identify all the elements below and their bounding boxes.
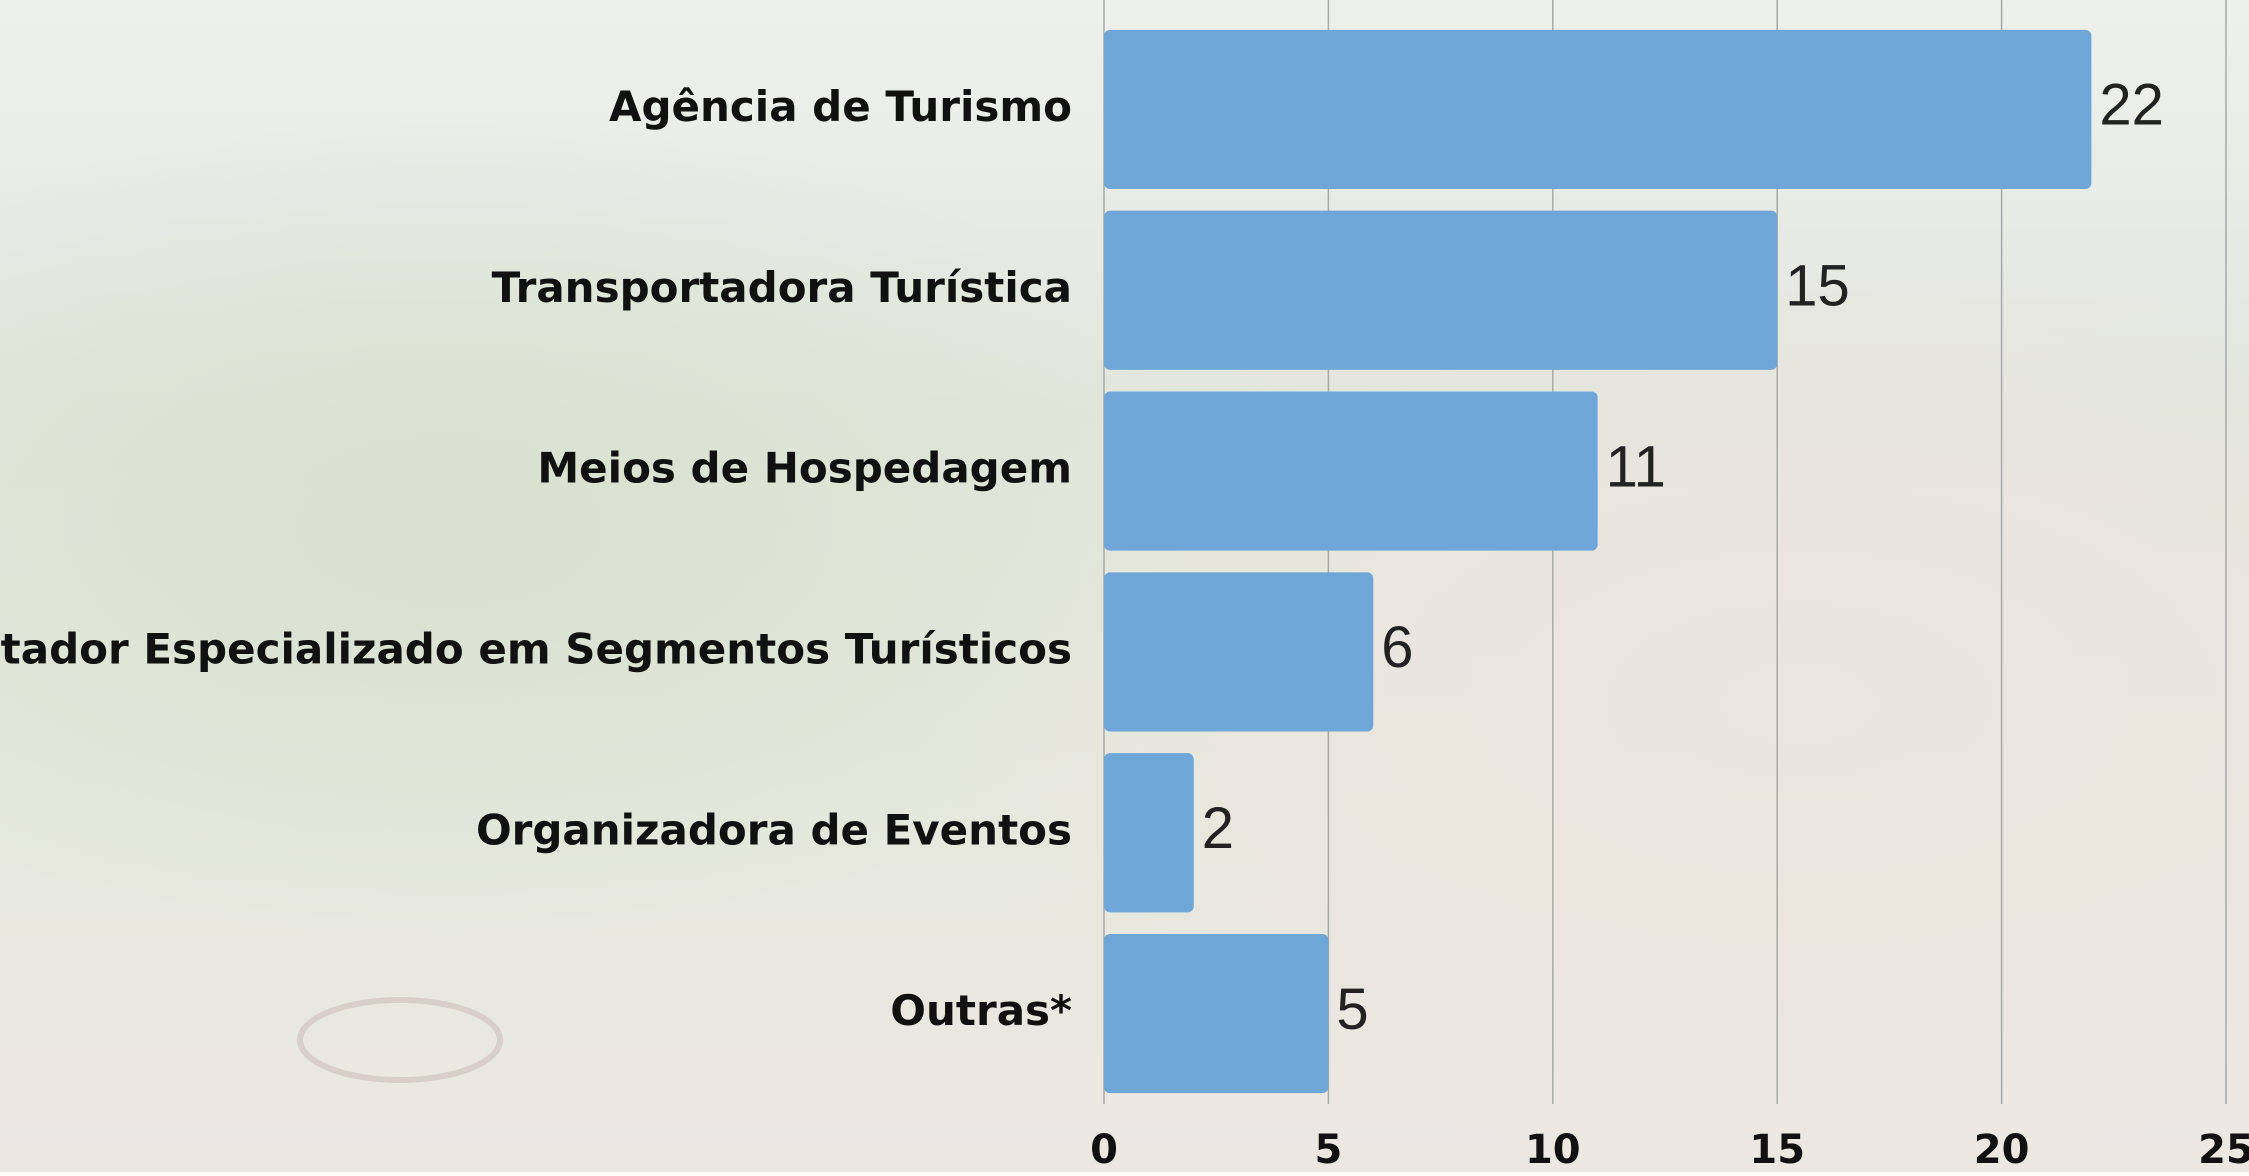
x-tick-label: 5 xyxy=(1314,1127,1342,1172)
bar xyxy=(1104,392,1598,551)
bar xyxy=(1104,934,1328,1093)
category-label: Agência de Turismo xyxy=(609,82,1072,131)
category-label: Meios de Hospedagem xyxy=(537,444,1072,493)
value-label: 2 xyxy=(1202,796,1234,861)
value-label: 11 xyxy=(1606,434,1666,499)
bar xyxy=(1104,211,1777,370)
bar xyxy=(1104,753,1194,912)
chart: 0510152025Agência de Turismo22Transporta… xyxy=(0,0,2249,1172)
x-tick-label: 0 xyxy=(1090,1127,1118,1172)
value-label: 5 xyxy=(1336,977,1368,1042)
x-tick-label: 15 xyxy=(1749,1127,1805,1172)
x-tick-label: 25 xyxy=(2198,1127,2249,1172)
category-label: Prestador Especializado em Segmentos Tur… xyxy=(0,624,1072,673)
x-tick-label: 20 xyxy=(1974,1127,2030,1172)
category-label: Transportadora Turística xyxy=(492,263,1072,312)
value-label: 6 xyxy=(1381,615,1413,680)
category-label: Organizadora de Eventos xyxy=(476,805,1072,854)
x-tick-label: 10 xyxy=(1525,1127,1581,1172)
value-label: 15 xyxy=(1785,254,1850,319)
bar xyxy=(1104,572,1373,731)
value-label: 22 xyxy=(2099,73,2164,138)
bar xyxy=(1104,30,2091,189)
category-label: Outras* xyxy=(890,986,1072,1035)
